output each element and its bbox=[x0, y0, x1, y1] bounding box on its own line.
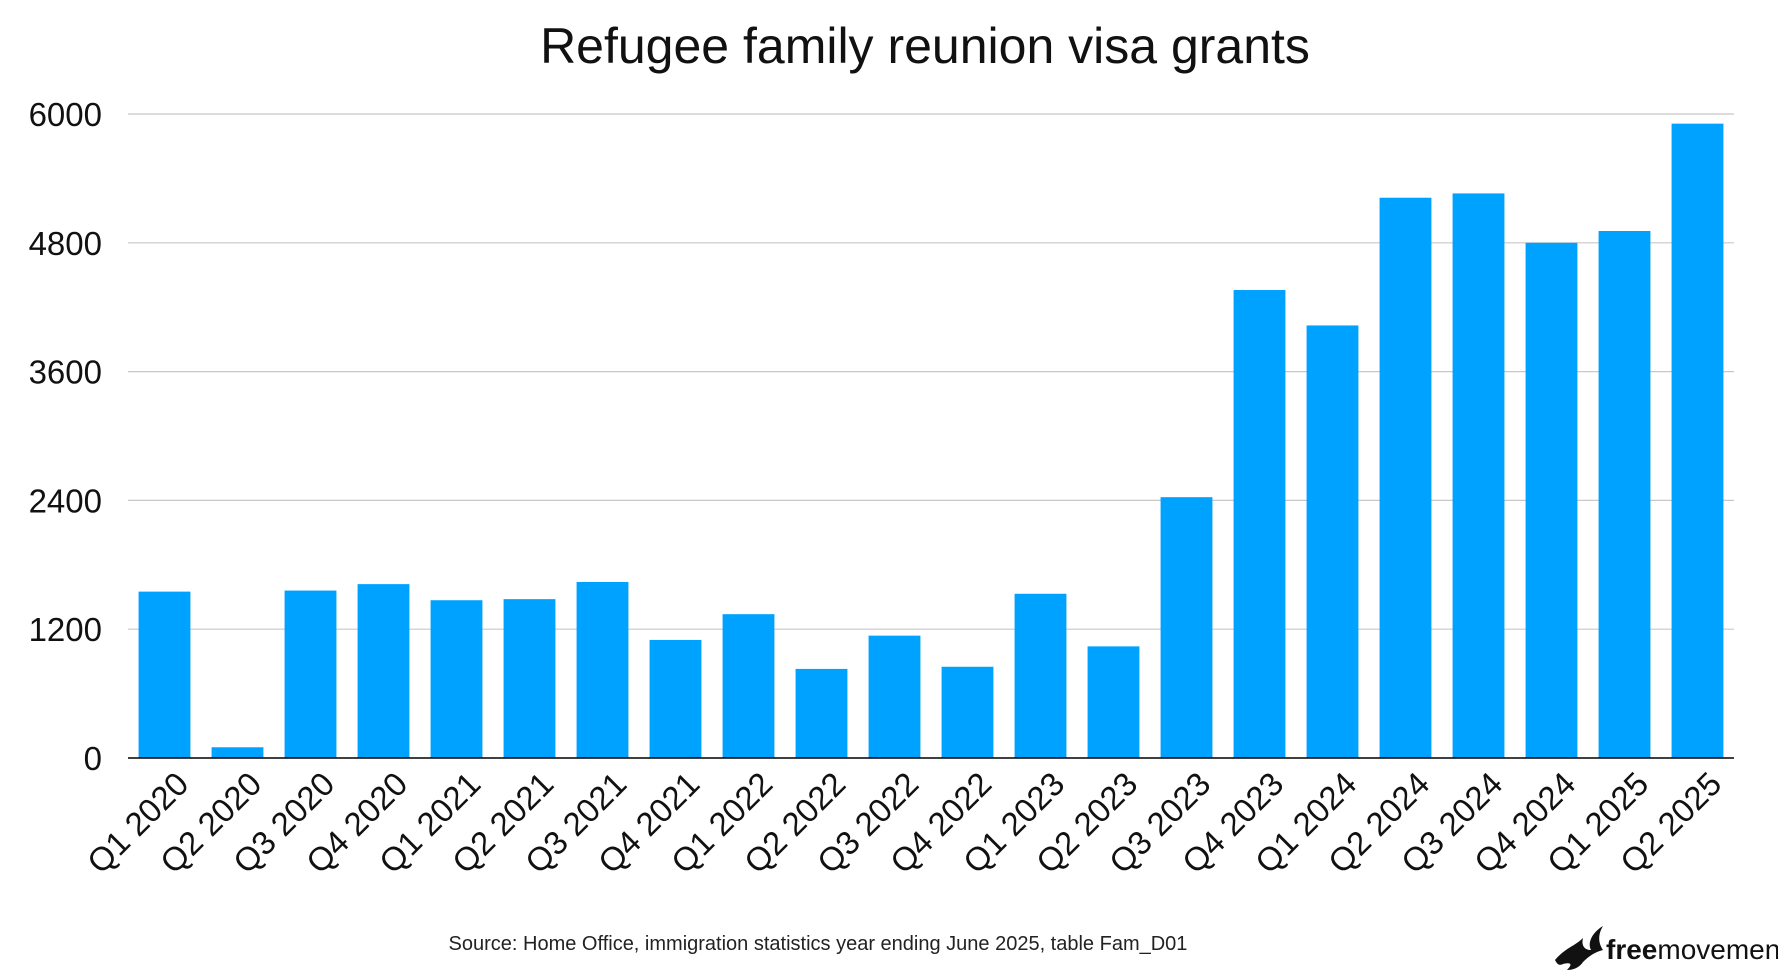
bar-q4-2023 bbox=[1233, 290, 1286, 758]
bar-q2-2024 bbox=[1379, 197, 1432, 759]
bar-q4-2020 bbox=[357, 584, 410, 758]
y-tick-label: 0 bbox=[84, 740, 102, 777]
bar-q1-2022 bbox=[722, 614, 775, 758]
bar-q4-2022 bbox=[941, 666, 994, 758]
bar-q2-2020 bbox=[211, 747, 264, 758]
bar-q1-2023 bbox=[1014, 593, 1067, 758]
bar-q1-2020 bbox=[138, 591, 191, 758]
bar-q2-2023 bbox=[1087, 646, 1140, 758]
y-tick-label: 1200 bbox=[29, 611, 102, 648]
bar-q1-2025 bbox=[1598, 230, 1651, 758]
source-note: Source: Home Office, immigration statist… bbox=[449, 933, 1188, 955]
logo-text: freemovement bbox=[1606, 934, 1778, 965]
logo-text-bold: free bbox=[1606, 934, 1657, 965]
y-tick-label: 3600 bbox=[29, 354, 102, 391]
freemovement-logo: freemovement bbox=[1555, 926, 1778, 970]
chart-title: Refugee family reunion visa grants bbox=[540, 18, 1310, 74]
bar-q3-2021 bbox=[576, 581, 629, 758]
bar-q4-2024 bbox=[1525, 242, 1578, 759]
bar-q1-2021 bbox=[430, 600, 483, 758]
bar-q3-2022 bbox=[868, 635, 921, 758]
bar-q4-2021 bbox=[649, 639, 702, 758]
bar-q3-2023 bbox=[1160, 497, 1213, 758]
bar-q3-2020 bbox=[284, 590, 337, 758]
y-tick-labels: 0 1200 2400 3600 4800 6000 bbox=[29, 96, 102, 777]
bird-icon bbox=[1555, 926, 1603, 970]
y-tick-label: 6000 bbox=[29, 96, 102, 133]
bar-q1-2024 bbox=[1306, 325, 1359, 758]
bar-q3-2024 bbox=[1452, 193, 1505, 759]
logo-text-regular: movement bbox=[1657, 934, 1778, 965]
y-tick-label: 2400 bbox=[29, 482, 102, 519]
y-tick-label: 4800 bbox=[29, 225, 102, 262]
bar-q2-2022 bbox=[795, 668, 848, 758]
bar-q2-2021 bbox=[503, 599, 556, 758]
bars bbox=[138, 123, 1724, 759]
bar-q2-2025 bbox=[1671, 123, 1724, 758]
